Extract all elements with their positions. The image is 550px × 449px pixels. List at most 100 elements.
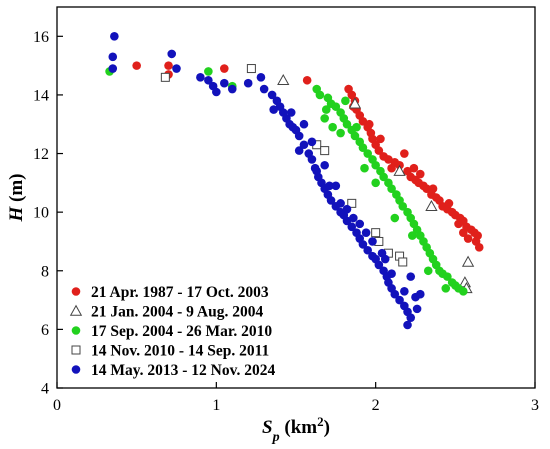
data-point [341, 96, 350, 106]
data-point [425, 199, 438, 212]
data-point [387, 163, 396, 173]
data-point [342, 119, 352, 129]
data-point [358, 240, 368, 249]
data-point [331, 102, 341, 111]
data-point [364, 119, 374, 129]
data-point [269, 105, 278, 114]
data-point [256, 73, 266, 82]
data-point [368, 237, 377, 246]
data-point [406, 313, 416, 322]
data-point [204, 75, 213, 85]
data-point [350, 131, 360, 141]
data-point [400, 286, 409, 296]
data-point [363, 149, 373, 158]
y-tick-label: 6 [41, 322, 49, 339]
data-point [459, 228, 468, 237]
data-point [326, 196, 336, 205]
data-point [390, 289, 400, 299]
x-axis-title-subscript: p [272, 430, 280, 445]
data-point [408, 231, 417, 240]
data-point [110, 32, 119, 41]
data-point [299, 140, 309, 150]
data-point [243, 78, 253, 88]
data-point [160, 72, 170, 82]
data-point [320, 146, 330, 156]
data-point [398, 201, 408, 211]
data-point [307, 137, 317, 147]
data-point [387, 269, 396, 279]
points-layer [105, 32, 484, 330]
legend-marker [71, 326, 81, 335]
series-2 [105, 67, 468, 296]
x-axis-title-unit-superscript: 2 [317, 414, 324, 429]
data-point [443, 272, 452, 281]
y-axis-title-unit: (m) [6, 173, 27, 206]
legend-marker [71, 345, 81, 355]
data-point [204, 67, 213, 76]
data-point [321, 105, 331, 114]
legend-label: 14 Nov. 2010 - 14 Sep. 2011 [91, 343, 269, 360]
data-point [108, 52, 118, 62]
data-point [371, 228, 381, 238]
data-point [352, 122, 361, 132]
data-point [358, 143, 368, 152]
data-point [393, 164, 406, 176]
data-point [415, 169, 425, 179]
plot-area-frame [56, 6, 536, 389]
data-point [374, 146, 384, 155]
data-point [336, 128, 345, 138]
x-axis-title-unit-close: ) [324, 417, 330, 438]
data-point [400, 149, 409, 158]
legend-label: 21 Jan. 2004 - 9 Aug. 2004 [91, 304, 263, 321]
data-point [415, 289, 425, 299]
data-point [412, 304, 422, 314]
x-axis-title-main: S [262, 417, 273, 438]
data-point [246, 64, 256, 74]
y-tick-label: 14 [33, 87, 49, 104]
data-point [459, 286, 468, 296]
y-tick-label: 10 [33, 205, 49, 222]
data-point [212, 87, 221, 97]
data-point [277, 73, 290, 86]
data-point [132, 61, 141, 70]
data-point [422, 184, 431, 194]
data-point [331, 181, 341, 191]
data-point [395, 295, 404, 305]
data-point [328, 122, 337, 132]
legend: 21 Apr. 1987 - 17 Oct. 2003 21 Jan. 2004 … [69, 284, 276, 379]
data-point [342, 204, 352, 214]
data-point [299, 119, 309, 129]
legend-marker [69, 304, 83, 316]
data-point [406, 272, 416, 281]
legend-label: 17 Sep. 2004 - 26 Mar. 2010 [91, 323, 272, 340]
data-point [355, 219, 365, 229]
y-tick-label: 12 [33, 146, 49, 163]
data-point [302, 75, 312, 85]
data-point [379, 172, 388, 182]
data-point [307, 155, 317, 164]
data-point [363, 245, 373, 255]
x-axis-title: Sp (km2) [262, 414, 330, 445]
data-point [259, 84, 269, 94]
data-point [294, 146, 304, 155]
data-point [347, 198, 357, 208]
data-point [463, 234, 473, 243]
data-point [167, 49, 177, 59]
data-point [227, 84, 237, 94]
data-point [390, 213, 400, 223]
data-point [336, 199, 345, 208]
legend-marker [71, 365, 81, 374]
legend-label: 14 May. 2013 - 12 Nov. 2024 [91, 362, 276, 379]
x-axis-title-unit: (km [280, 417, 318, 438]
data-point [220, 64, 229, 73]
y-axis-title: H (m) [6, 173, 27, 222]
data-point [320, 114, 329, 123]
data-point [108, 64, 118, 73]
data-point [387, 184, 396, 194]
data-point [312, 166, 322, 176]
x-tick-label: 0 [53, 397, 61, 414]
data-point [423, 266, 433, 276]
data-point [398, 257, 408, 267]
